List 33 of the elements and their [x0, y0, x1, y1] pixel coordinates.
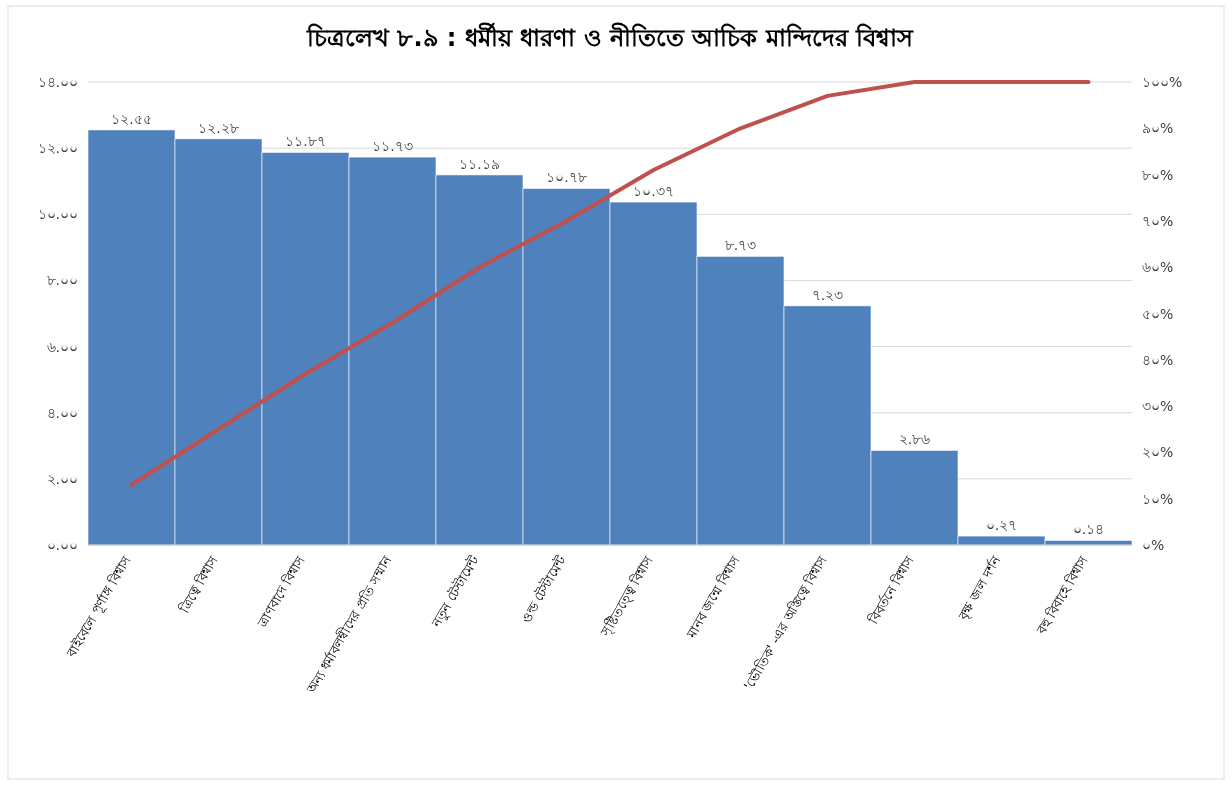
y2-tick-label: ১০০% — [1142, 74, 1183, 90]
y-tick-label: ৬.০০ — [46, 338, 78, 355]
y2-tick-label: ৩০% — [1142, 398, 1174, 415]
y-tick-label: ১৪.০০ — [37, 74, 78, 90]
y-tick-label: ২.০০ — [46, 470, 78, 487]
y2-tick-label: ০% — [1142, 537, 1165, 553]
data-label: ১০.৭৮ — [546, 169, 587, 186]
y-tick-label: ১২.০০ — [37, 140, 78, 157]
data-label: ১১.১৯ — [459, 155, 500, 172]
data-label: ১০.৩৭ — [633, 183, 674, 200]
y2-tick-label: ৫০% — [1142, 305, 1174, 322]
chart-title: চিত্রলেখ ৮.৯ : ধর্মীয় ধারণা ও নীতিতে আচিক মান্দিদের বিশ্বাস — [306, 22, 914, 52]
y2-tick-label: ৮০% — [1142, 166, 1174, 183]
data-label: ০.১৪ — [1072, 521, 1105, 538]
y2-tick-label: ৭০% — [1142, 212, 1174, 229]
data-label: ২.৮৬ — [898, 431, 931, 448]
data-label: ৭.২৩ — [811, 286, 844, 303]
y-tick-label: ১০.০০ — [37, 206, 78, 223]
data-label: ৮.৭৩ — [724, 237, 757, 254]
y2-tick-label: ৬০% — [1142, 259, 1174, 276]
y2-tick-label: ১০% — [1142, 490, 1174, 507]
y2-tick-label: ৯০% — [1142, 120, 1174, 137]
y2-tick-label: ৪০% — [1142, 351, 1174, 368]
y2-tick-label: ২০% — [1142, 444, 1174, 461]
data-label: ১২.২৮ — [198, 119, 239, 136]
data-label: ১১.৭৩ — [372, 138, 413, 155]
y-tick-label: ৮.০০ — [46, 272, 78, 289]
data-label: ১২.৫৫ — [111, 110, 152, 127]
x-tick-label: বৃক্ষ জল দর্শন — [954, 553, 1005, 624]
y-tick-label: ৪.০০ — [46, 404, 78, 421]
data-label: ০.২৭ — [985, 517, 1018, 534]
y-tick-label: ০.০০ — [46, 537, 78, 553]
data-label: ১১.৮৭ — [285, 133, 326, 150]
